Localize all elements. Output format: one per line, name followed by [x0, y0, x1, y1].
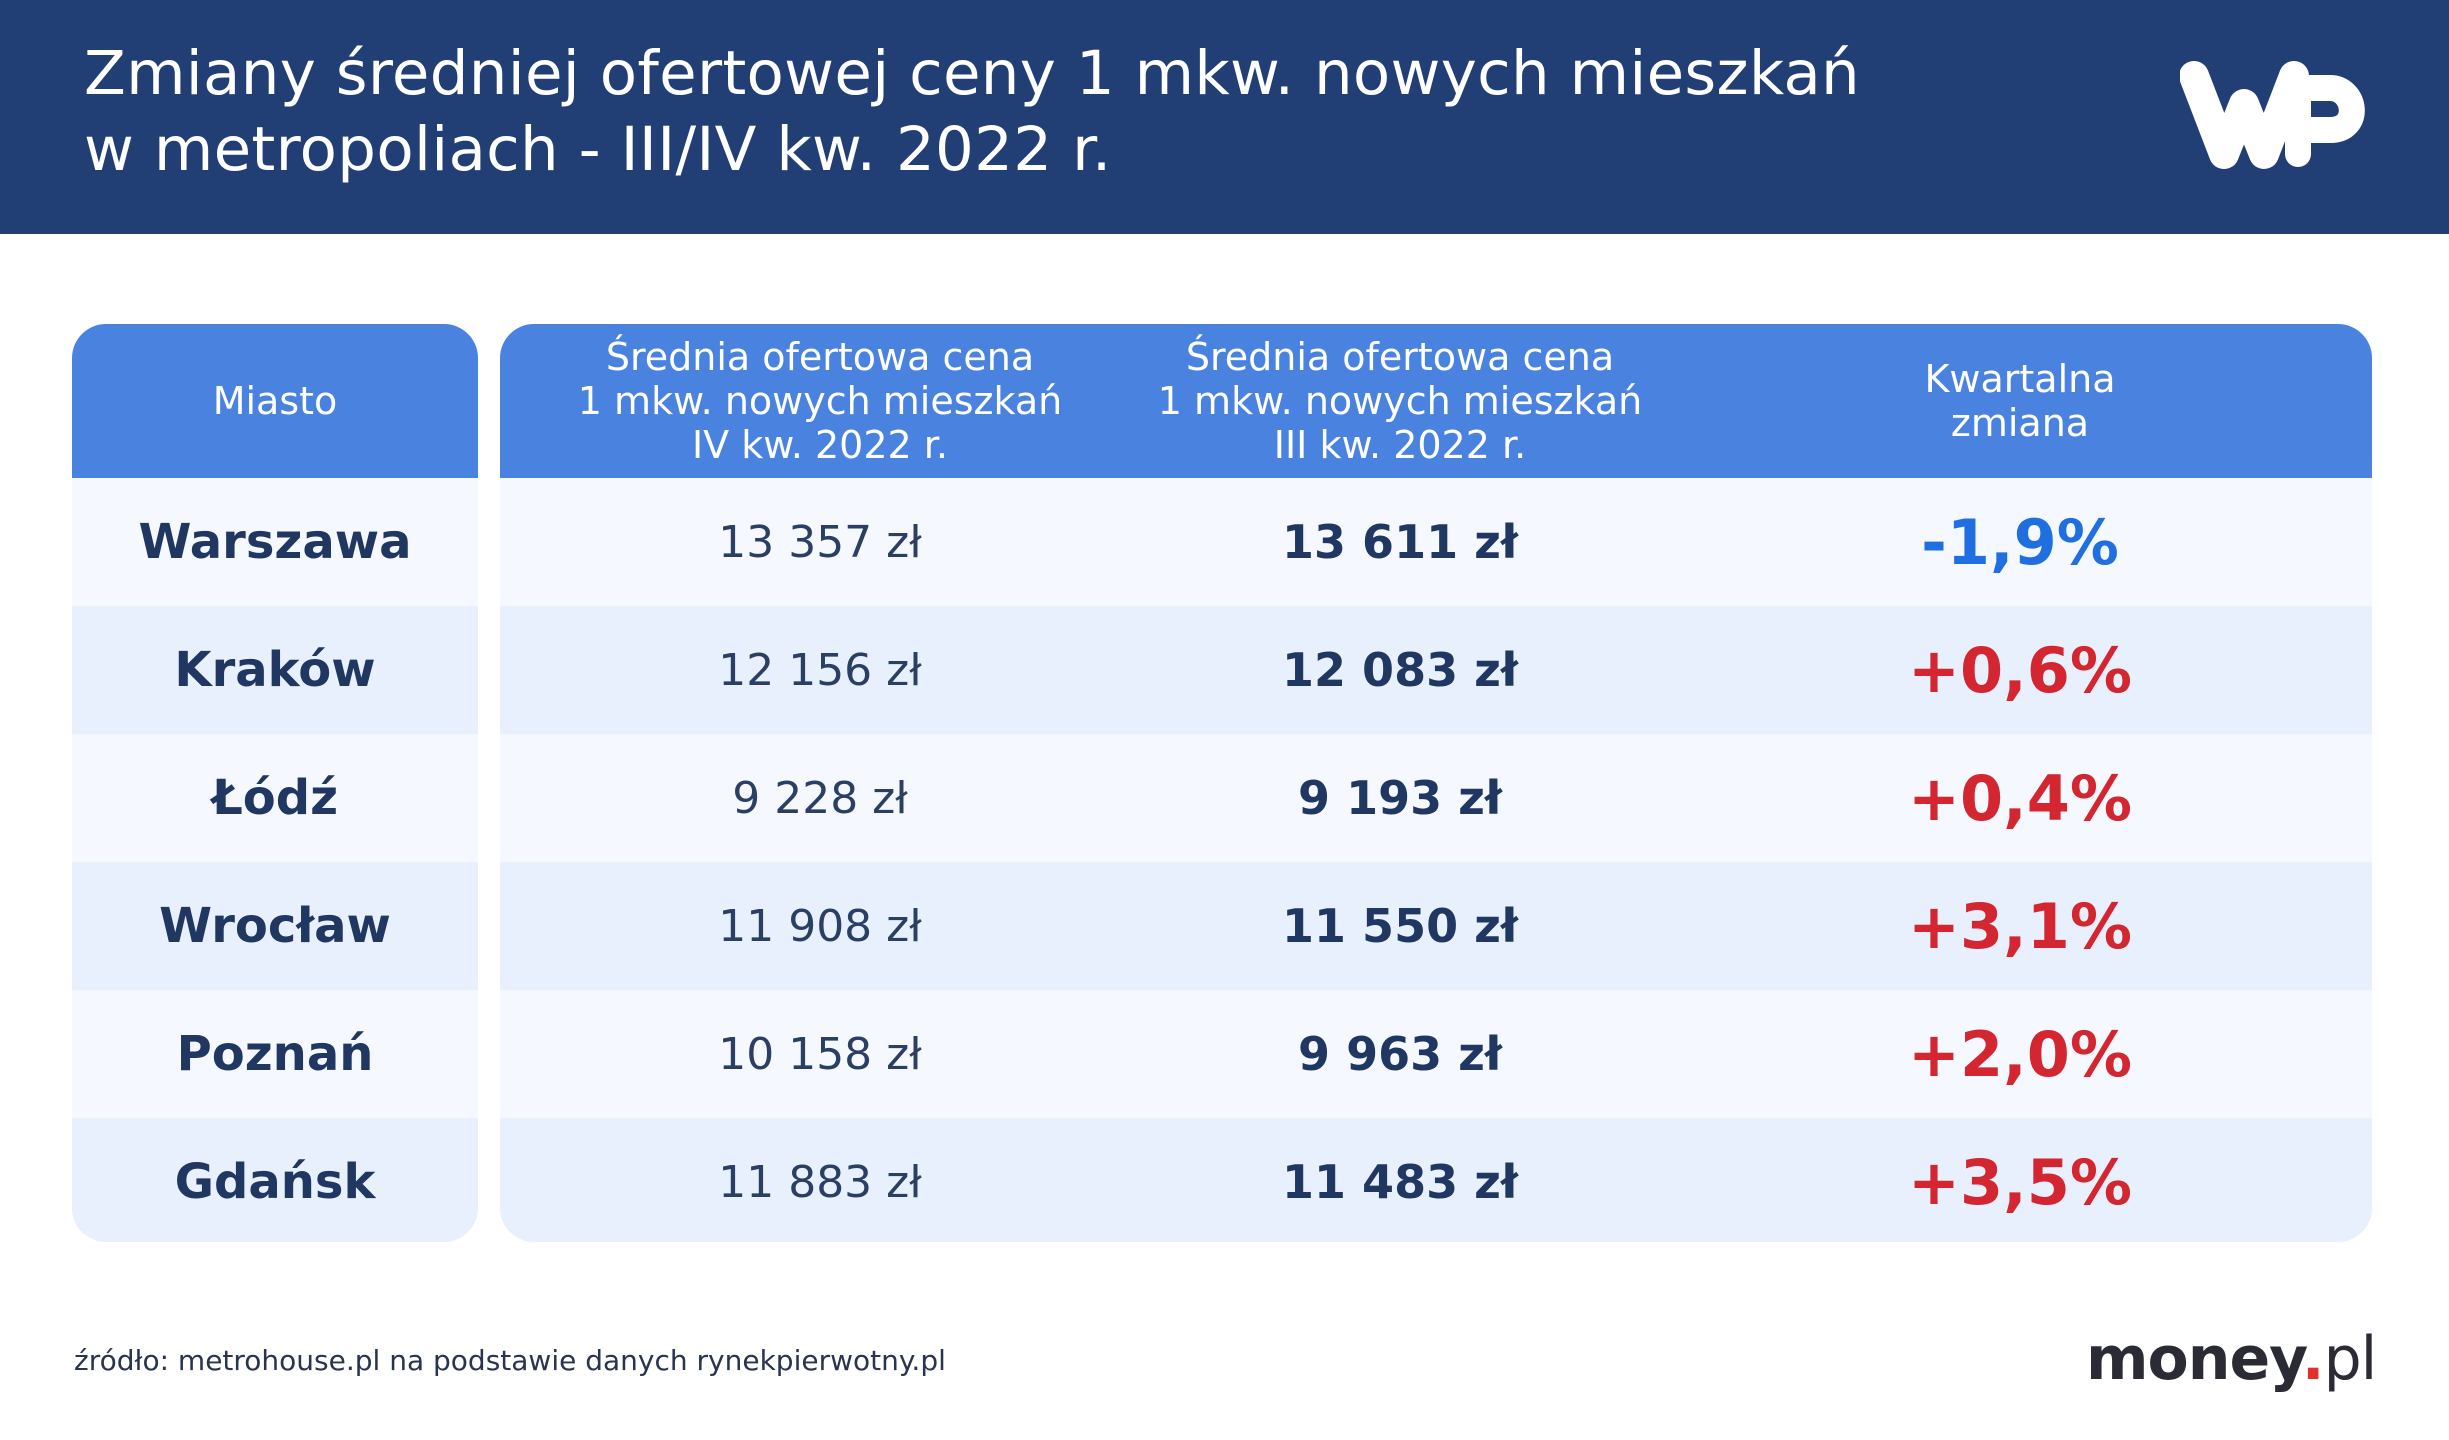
values-header — [500, 324, 2372, 478]
table-row: Poznań — [72, 990, 478, 1118]
title-line-2: w metropoliach - III/IV kw. 2022 r. — [84, 114, 1112, 185]
q4-price-cell: 11 883 zł — [718, 1156, 922, 1208]
money-pl-logo: money.pl — [2086, 1324, 2378, 1394]
header-text: III kw. 2022 r. — [1273, 423, 1527, 467]
header-text: Miasto — [212, 379, 338, 423]
q3-price-cell: 12 083 zł — [1282, 643, 1518, 697]
q3-price-cell: 9 193 zł — [1298, 771, 1502, 825]
header-text: 1 mkw. nowych mieszkań — [577, 379, 1063, 423]
q4-price-cell: 9 228 zł — [732, 772, 908, 824]
brand-dot: . — [2301, 1324, 2325, 1394]
change-cell: -1,9% — [1921, 505, 2119, 579]
wp-logo — [2180, 61, 2365, 169]
q3-price-cell: 11 550 zł — [1282, 899, 1518, 953]
table-row: 12 156 zł 12 083 zł +0,6% — [500, 606, 2372, 734]
city-cell: Łódź — [211, 770, 339, 826]
city-cell: Wrocław — [159, 898, 391, 954]
q4-price-cell: 10 158 zł — [718, 1028, 922, 1080]
q4-price-cell: 11 908 zł — [718, 900, 922, 952]
header-text: Średnia ofertowa cena — [1185, 335, 1615, 379]
header-text: 1 mkw. nowych mieszkań — [1157, 379, 1643, 423]
column-header-q4-price: Średnia ofertowa cena 1 mkw. nowych mies… — [500, 324, 1140, 478]
city-cell: Kraków — [174, 642, 376, 698]
q3-price-cell: 13 611 zł — [1282, 515, 1518, 569]
table-row: Warszawa — [72, 478, 478, 606]
brand-main: money — [2086, 1324, 2303, 1394]
city-cell: Gdańsk — [174, 1154, 376, 1210]
page-title: Zmiany średniej ofertowej ceny 1 mkw. no… — [84, 36, 2084, 188]
change-cell: +3,5% — [1908, 1145, 2132, 1219]
table-row: 13 357 zł 13 611 zł -1,9% — [500, 478, 2372, 606]
city-column-header — [72, 324, 478, 478]
values-panel: Średnia ofertowa cena 1 mkw. nowych mies… — [500, 324, 2372, 1242]
change-cell: +0,4% — [1908, 761, 2132, 835]
q4-price-cell: 12 156 zł — [718, 644, 922, 696]
header-text: zmiana — [1950, 401, 2090, 445]
title-line-1: Zmiany średniej ofertowej ceny 1 mkw. no… — [84, 38, 1861, 109]
header-text: Kwartalna — [1924, 357, 2116, 401]
q3-price-cell: 11 483 zł — [1282, 1155, 1518, 1209]
column-header-q3-price: Średnia ofertowa cena 1 mkw. nowych mies… — [1080, 324, 1720, 478]
source-note: źródło: metrohouse.pl na podstawie danyc… — [74, 1344, 946, 1377]
table-row: 11 883 zł 11 483 zł +3,5% — [500, 1118, 2372, 1242]
table-row: Gdańsk — [72, 1118, 478, 1242]
table-row: 9 228 zł 9 193 zł +0,4% — [500, 734, 2372, 862]
header-text: IV kw. 2022 r. — [691, 423, 949, 467]
city-cell: Poznań — [176, 1026, 374, 1082]
header-banner: Zmiany średniej ofertowej ceny 1 mkw. no… — [0, 0, 2449, 234]
change-cell: +0,6% — [1908, 633, 2132, 707]
table-row: 10 158 zł 9 963 zł +2,0% — [500, 990, 2372, 1118]
q4-price-cell: 13 357 zł — [718, 516, 922, 568]
table-row: 11 908 zł 11 550 zł +3,1% — [500, 862, 2372, 990]
table-row: Kraków — [72, 606, 478, 734]
brand-tld: pl — [2323, 1324, 2378, 1394]
table-row: Łódź — [72, 734, 478, 862]
q3-price-cell: 9 963 zł — [1298, 1027, 1502, 1081]
column-header-quarterly-change: Kwartalna zmiana — [1770, 324, 2270, 478]
column-header-city: Miasto — [72, 324, 478, 478]
change-cell: +2,0% — [1908, 1017, 2132, 1091]
change-cell: +3,1% — [1908, 889, 2132, 963]
header-text: Średnia ofertowa cena — [605, 335, 1035, 379]
table-row: Wrocław — [72, 862, 478, 990]
city-column-panel: Miasto Warszawa Kraków Łódź Wrocław Poznań Gd… — [72, 324, 478, 1242]
city-cell: Warszawa — [138, 514, 412, 570]
